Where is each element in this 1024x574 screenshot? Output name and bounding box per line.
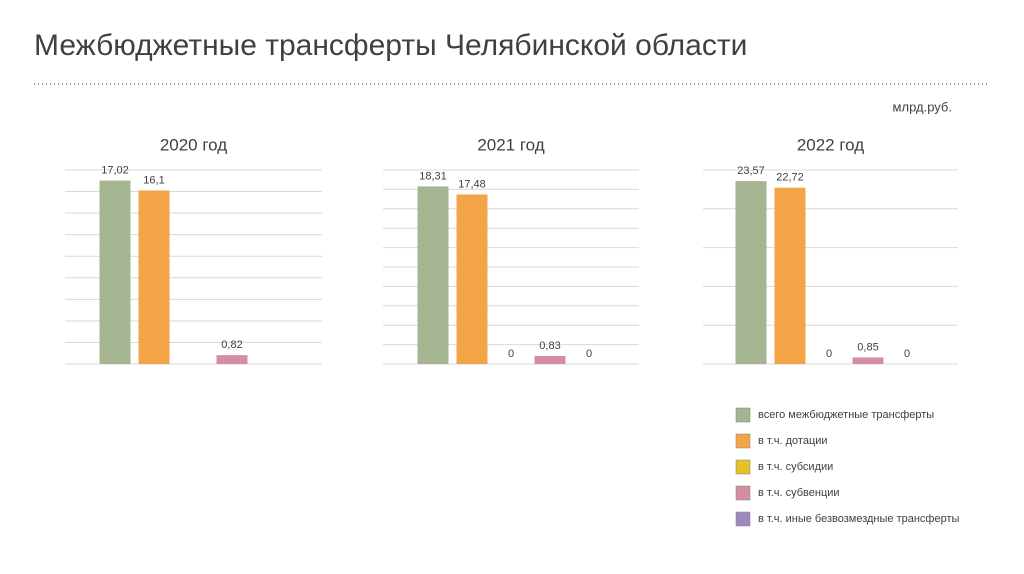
legend-swatch — [735, 407, 751, 423]
value-label: 17,48 — [458, 178, 486, 190]
bar — [99, 180, 131, 364]
legend-swatch — [735, 511, 751, 527]
chart-title: 2021 год — [477, 135, 544, 154]
legend-label: в т.ч. субсидии — [758, 461, 833, 473]
chart-title: 2020 год — [160, 135, 227, 154]
value-label: 0 — [508, 348, 514, 360]
value-label: 22,72 — [776, 172, 804, 184]
value-label: 0 — [904, 348, 910, 360]
legend-label: в т.ч. иные безвозмездные трансферты — [758, 513, 960, 525]
legend-label: всего межбюджетные трансферты — [758, 409, 934, 421]
bar — [138, 190, 170, 364]
bar — [852, 357, 884, 364]
legend-label: в т.ч. субвенции — [758, 487, 840, 499]
bar — [417, 186, 449, 364]
value-label: 0,82 — [221, 339, 242, 351]
value-label: 0 — [826, 348, 832, 360]
value-label: 0,83 — [539, 340, 560, 352]
value-label: 0 — [586, 348, 592, 360]
bar — [216, 355, 248, 364]
legend-label: в т.ч. дотации — [758, 435, 828, 447]
value-label: 23,57 — [737, 165, 765, 177]
legend-swatch — [735, 459, 751, 475]
value-label: 16,1 — [143, 174, 164, 186]
chart-title: 2022 год — [797, 135, 864, 154]
slide-title: Межбюджетные трансферты Челябинской обла… — [34, 29, 747, 62]
legend-swatch — [735, 485, 751, 501]
value-label: 17,02 — [101, 164, 129, 176]
value-label: 0,85 — [857, 341, 878, 353]
bar — [735, 181, 767, 364]
value-label: 18,31 — [419, 170, 447, 182]
legend-swatch — [735, 433, 751, 449]
bar — [774, 187, 806, 364]
unit-label: млрд.руб. — [893, 99, 952, 114]
bar — [534, 355, 566, 364]
bar — [456, 194, 488, 364]
